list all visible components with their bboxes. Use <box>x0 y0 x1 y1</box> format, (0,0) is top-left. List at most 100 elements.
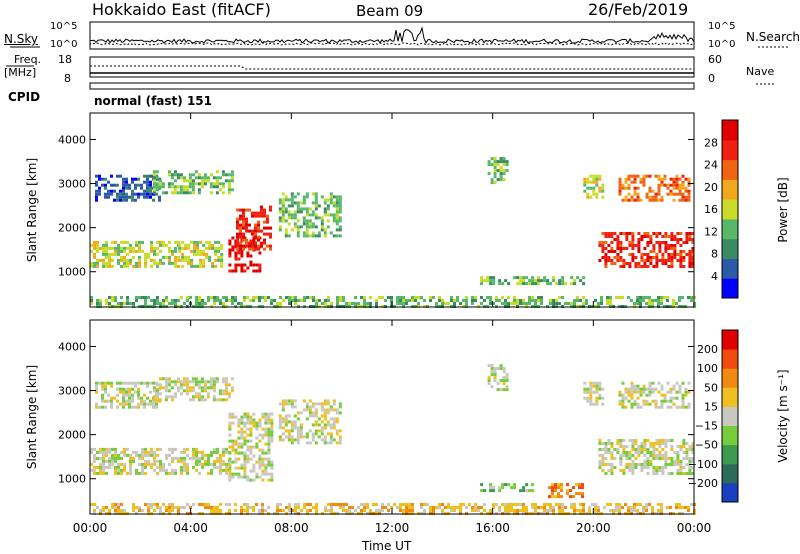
data-cell <box>111 447 114 451</box>
data-cell <box>661 448 665 451</box>
data-cell <box>197 182 201 186</box>
data-cell <box>654 387 658 391</box>
data-cell <box>627 506 630 509</box>
data-cell <box>687 198 691 202</box>
data-cell <box>164 389 168 393</box>
data-cell <box>102 462 105 466</box>
data-cell <box>264 412 268 416</box>
data-cell <box>101 387 104 391</box>
data-cell <box>231 439 235 443</box>
data-cell <box>447 302 450 305</box>
data-cell <box>601 454 605 457</box>
data-cell <box>493 376 497 380</box>
data-cell <box>249 469 253 473</box>
data-cell <box>676 454 680 457</box>
data-cell <box>675 174 679 178</box>
data-cell <box>214 249 218 253</box>
data-cell <box>210 453 213 457</box>
x-tick-label: 00:00 <box>677 521 712 535</box>
data-cell <box>664 241 668 244</box>
data-cell <box>252 463 256 467</box>
data-cell <box>201 462 204 466</box>
data-cell <box>138 453 141 457</box>
data-cell <box>678 192 682 196</box>
data-cell <box>513 483 517 487</box>
data-cell <box>652 445 656 448</box>
data-cell <box>249 421 253 425</box>
data-cell <box>99 299 102 302</box>
data-cell <box>669 405 673 409</box>
data-cell <box>666 381 670 385</box>
data-cell <box>290 399 294 403</box>
data-cell <box>569 489 572 493</box>
data-cell <box>459 506 462 509</box>
data-cell <box>198 302 201 305</box>
data-cell <box>582 509 585 512</box>
data-cell <box>676 445 680 448</box>
data-cell <box>290 426 294 430</box>
data-cell <box>236 223 239 227</box>
data-cell <box>123 249 126 253</box>
data-cell <box>679 256 683 259</box>
data-cell <box>114 296 117 299</box>
data-cell <box>335 234 339 238</box>
data-cell <box>153 468 156 472</box>
data-cell <box>646 457 650 460</box>
data-cell <box>188 386 192 390</box>
data-cell <box>387 503 390 506</box>
data-cell <box>120 471 123 475</box>
data-cell <box>192 450 195 454</box>
data-cell <box>320 429 324 433</box>
data-cell <box>537 299 540 302</box>
data-cell <box>666 506 669 509</box>
data-cell <box>648 393 652 397</box>
data-cell <box>531 489 535 493</box>
data-cell <box>164 398 168 402</box>
data-cell <box>302 435 306 439</box>
data-cell <box>566 492 569 496</box>
data-cell <box>554 495 557 499</box>
data-cell <box>323 438 327 442</box>
data-cell <box>177 459 180 463</box>
data-cell <box>293 423 297 427</box>
data-cell <box>228 475 232 479</box>
data-cell <box>299 429 303 433</box>
data-cell <box>258 448 262 452</box>
data-cell <box>498 506 501 509</box>
data-cell <box>609 509 612 512</box>
data-cell <box>618 296 621 299</box>
data-cell <box>502 163 506 167</box>
data-cell <box>628 262 632 265</box>
data-cell <box>269 235 272 239</box>
data-cell <box>329 408 333 412</box>
data-cell <box>276 506 279 509</box>
data-cell <box>249 506 252 509</box>
data-cell <box>667 463 671 466</box>
data-cell <box>152 176 156 180</box>
data-cell <box>651 198 655 202</box>
data-cell <box>174 447 177 451</box>
data-cell <box>196 240 200 244</box>
data-cell <box>240 506 243 509</box>
data-cell <box>690 503 693 506</box>
data-cell <box>216 456 219 460</box>
data-cell <box>690 299 693 302</box>
data-cell <box>664 235 668 238</box>
data-cell <box>661 235 665 238</box>
data-cell <box>636 390 640 394</box>
data-cell <box>622 472 626 475</box>
data-cell <box>150 447 153 451</box>
data-cell <box>122 195 125 199</box>
data-cell <box>308 429 312 433</box>
data-cell <box>164 380 168 384</box>
data-cell <box>643 445 647 448</box>
data-cell <box>137 393 140 397</box>
data-cell <box>224 380 228 384</box>
data-cell <box>657 186 661 190</box>
data-cell <box>215 398 219 402</box>
data-cell <box>330 509 333 512</box>
data-cell <box>122 186 125 190</box>
data-cell <box>155 389 159 393</box>
data-cell <box>661 469 665 472</box>
data-cell <box>679 259 683 262</box>
